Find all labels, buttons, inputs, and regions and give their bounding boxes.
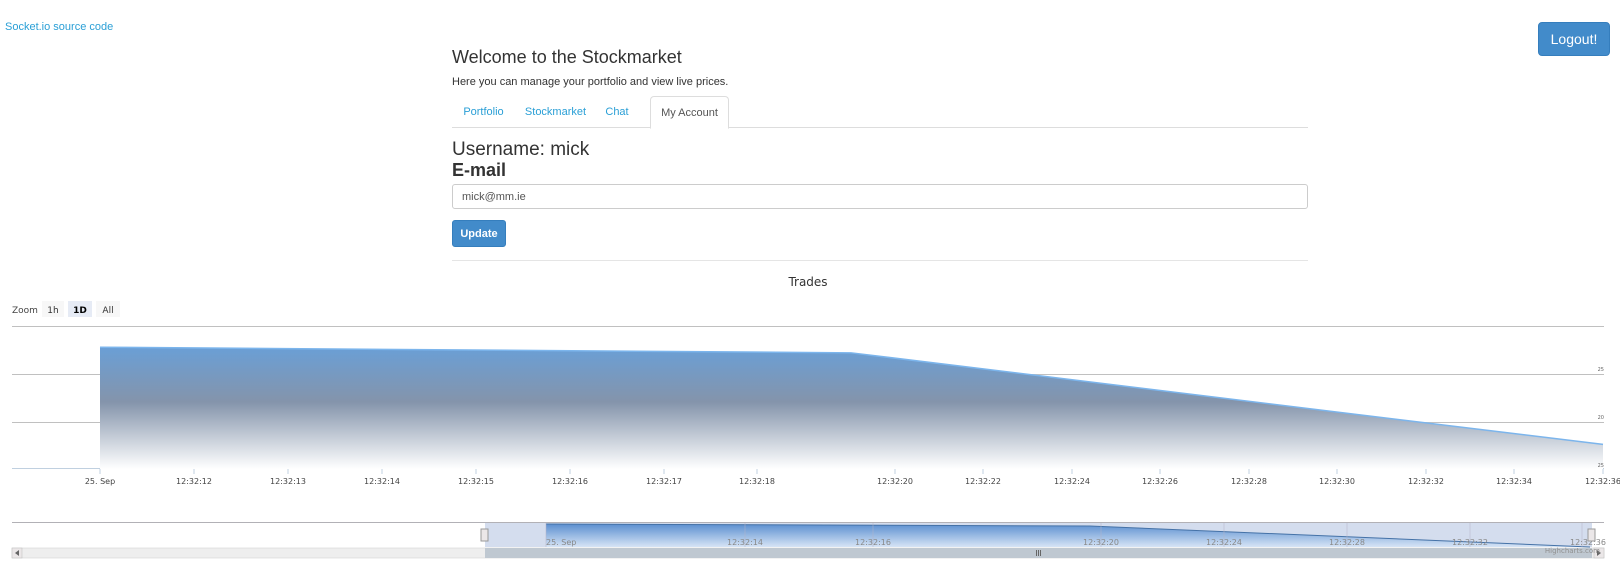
x-tick-label: 12:32:13 bbox=[270, 477, 306, 486]
x-tick-label: 12:32:15 bbox=[458, 477, 494, 486]
navigator-tick-label: 12:32:28 bbox=[1329, 538, 1365, 547]
y-tick-label: 20 bbox=[1598, 415, 1604, 421]
zoom-label: Zoom bbox=[12, 306, 38, 316]
section-divider bbox=[452, 260, 1308, 261]
arrow-right-icon bbox=[1597, 550, 1601, 556]
email-field[interactable] bbox=[452, 184, 1308, 209]
update-button[interactable]: Update bbox=[452, 220, 506, 247]
trades-chart: Trades Zoom 1h 1D All 25. Sep 12:32:12 12:… bbox=[0, 270, 1620, 581]
tab-portfolio[interactable]: Portfolio bbox=[463, 106, 504, 118]
navigator-left-handle[interactable] bbox=[480, 528, 489, 542]
x-tick-label: 12:32:12 bbox=[176, 477, 212, 486]
x-tick-label: 12:32:28 bbox=[1231, 477, 1267, 486]
x-tick-label: 12:32:30 bbox=[1319, 477, 1355, 486]
x-axis: 25. Sep 12:32:12 12:32:13 12:32:14 12:32:15 1… bbox=[85, 469, 1620, 486]
navigator-tick-label: 12:32:32 bbox=[1452, 538, 1488, 547]
x-tick-label: 12:32:16 bbox=[552, 477, 588, 486]
zoom-1h-label: 1h bbox=[47, 306, 58, 316]
zoom-1d-button[interactable]: 1D bbox=[68, 301, 92, 317]
email-label: E-mail bbox=[452, 160, 507, 180]
zoom-1h-button[interactable]: 1h bbox=[42, 301, 64, 317]
zoom-all-button[interactable]: All bbox=[96, 301, 120, 317]
y-tick-label: 25 bbox=[1598, 463, 1604, 469]
navigator-tick-label: 12:32:16 bbox=[855, 538, 891, 547]
tab-bar: Portfolio Stockmarket Chat My Account bbox=[452, 96, 1308, 129]
source-code-link[interactable]: Socket.io source code bbox=[5, 21, 114, 33]
logout-button[interactable]: Logout! bbox=[1538, 22, 1610, 56]
x-tick-label: 12:32:17 bbox=[646, 477, 682, 486]
series-area bbox=[100, 347, 1603, 469]
arrow-left-icon bbox=[15, 550, 19, 556]
main-container: Welcome to the Stockmarket Here you can … bbox=[452, 46, 1308, 247]
navigator-series-line bbox=[545, 523, 1591, 548]
highcharts-credits[interactable]: Highcharts.com bbox=[1545, 547, 1600, 555]
navigator-unselected-area bbox=[12, 523, 485, 547]
x-tick-label: 25. Sep bbox=[85, 477, 115, 486]
navigator-tick-label: 12:32:36 bbox=[1570, 538, 1606, 547]
tab-stockmarket[interactable]: Stockmarket bbox=[524, 106, 587, 118]
navigator-tick-label: 12:32:24 bbox=[1206, 538, 1242, 547]
chart-title: Trades bbox=[787, 275, 827, 289]
x-tick-label: 12:32:32 bbox=[1408, 477, 1444, 486]
username-heading: Username: mick bbox=[452, 139, 590, 160]
navigator-tick-label: 12:32:20 bbox=[1083, 538, 1119, 547]
x-tick-label: 12:32:36 bbox=[1585, 477, 1620, 486]
x-tick-label: 12:32:18 bbox=[739, 477, 775, 486]
trades-chart-svg: Trades Zoom 1h 1D All 25. Sep 12:32:12 12:… bbox=[11, 275, 1620, 559]
x-tick-label: 12:32:24 bbox=[1054, 477, 1090, 486]
navigator: 25. Sep 12:32:14 12:32:16 12:32:20 12:32:24 1… bbox=[11, 522, 1606, 559]
zoom-all-label: All bbox=[102, 306, 113, 316]
x-tick-label: 12:32:14 bbox=[364, 477, 400, 486]
y-tick-label: 25 bbox=[1598, 367, 1604, 373]
tab-chat[interactable]: Chat bbox=[605, 106, 629, 118]
x-tick-label: 12:32:34 bbox=[1496, 477, 1532, 486]
tab-my-account[interactable]: My Account bbox=[650, 96, 729, 129]
zoom-1d-label: 1D bbox=[73, 306, 87, 316]
x-tick-label: 12:32:26 bbox=[1142, 477, 1178, 486]
y-axis: 25 20 25 bbox=[1598, 367, 1604, 469]
navigator-tick-label: 12:32:14 bbox=[727, 538, 763, 547]
navigator-tick-label: 25. Sep bbox=[546, 538, 576, 547]
x-tick-label: 12:32:20 bbox=[877, 477, 913, 486]
navigator-right-handle[interactable] bbox=[1587, 528, 1596, 542]
x-tick-label: 12:32:22 bbox=[965, 477, 1001, 486]
plot-series bbox=[99, 346, 1604, 469]
page-intro: Here you can manage your portfolio and v… bbox=[452, 76, 729, 88]
page-title: Welcome to the Stockmarket bbox=[452, 47, 682, 67]
navigator-series-area bbox=[546, 524, 1590, 547]
